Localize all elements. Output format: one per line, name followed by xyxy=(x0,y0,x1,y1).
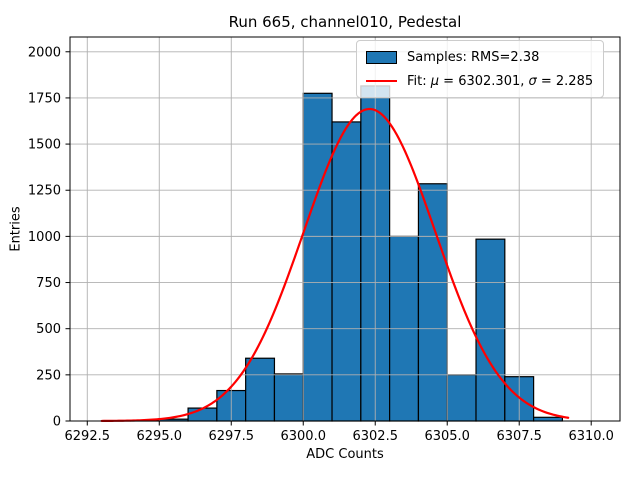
legend-samples-label: Samples: RMS=2.38 xyxy=(407,49,540,65)
x-axis-label: ADC Counts xyxy=(306,447,384,462)
legend-fit-label: Fit: μ = 6302.301, σ = 2.285 xyxy=(407,73,594,89)
y-tick-label: 250 xyxy=(36,368,61,383)
legend-box: Samples: RMS=2.38 Fit: μ = 6302.301, σ =… xyxy=(356,40,605,98)
histogram-bar xyxy=(331,121,362,422)
legend-item-samples: Samples: RMS=2.38 xyxy=(366,47,593,67)
histogram-bar xyxy=(245,357,276,422)
x-tick-label: 6292.5 xyxy=(65,429,111,444)
histogram-bar xyxy=(273,373,304,422)
fit-curve xyxy=(100,107,570,423)
y-tick-label: 1250 xyxy=(28,184,61,199)
legend-fit-swatch-icon xyxy=(366,79,397,83)
y-tick-label: 0 xyxy=(53,415,61,430)
legend-item-fit: Fit: μ = 6302.301, σ = 2.285 xyxy=(366,71,593,91)
x-tick-label: 6302.5 xyxy=(352,429,398,444)
y-tick-label: 1750 xyxy=(28,91,61,106)
x-tick-label: 6297.5 xyxy=(209,429,255,444)
x-tick-label: 6300.0 xyxy=(280,429,326,444)
y-tick-label: 2000 xyxy=(28,45,61,60)
y-tick-label: 1500 xyxy=(28,138,61,153)
x-tick-label: 6305.0 xyxy=(424,429,470,444)
axes-spines xyxy=(69,36,621,422)
histogram-bar xyxy=(302,92,333,422)
legend-samples-swatch-icon xyxy=(366,50,397,64)
histogram-bar xyxy=(533,416,564,422)
y-axis-label: Entries xyxy=(8,206,24,252)
histogram-bar xyxy=(417,183,448,422)
histogram-bar xyxy=(446,374,477,422)
x-tick-label: 6310.0 xyxy=(568,429,614,444)
y-tick-label: 750 xyxy=(36,276,61,291)
y-tick-label: 1000 xyxy=(28,230,61,245)
x-tick-label: 6307.5 xyxy=(496,429,542,444)
y-tick-label: 500 xyxy=(36,322,61,337)
chart-title: Run 665, channel010, Pedestal xyxy=(228,13,462,31)
x-tick-label: 6295.0 xyxy=(137,429,183,444)
histogram-bar xyxy=(475,238,506,422)
histogram-bar xyxy=(187,407,218,422)
